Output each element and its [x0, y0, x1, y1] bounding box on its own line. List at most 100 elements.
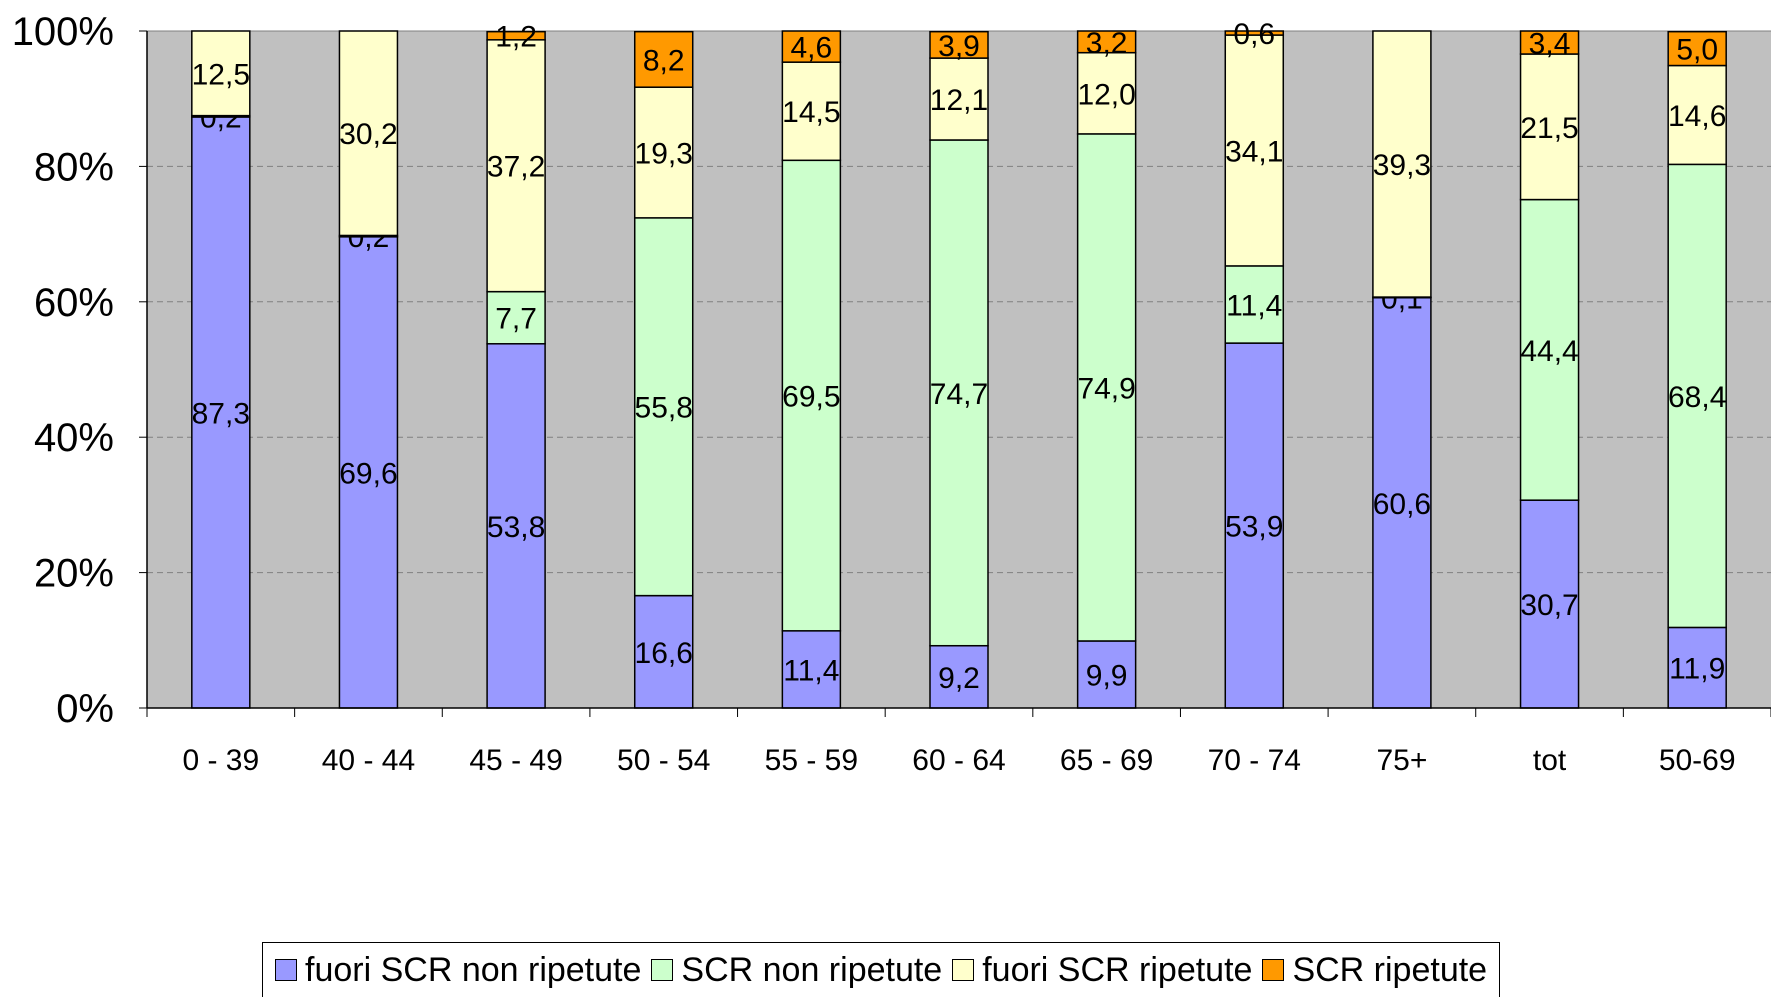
- y-tick-label: 40%: [34, 416, 114, 460]
- data-label: 39,3: [1373, 149, 1431, 182]
- data-label: 3,2: [1086, 27, 1128, 60]
- legend: fuori SCR non ripetute SCR non ripetute …: [262, 942, 1501, 997]
- data-label: 60,6: [1373, 488, 1431, 521]
- y-tick-label: 80%: [34, 145, 114, 189]
- bar-segment: [1519, 499, 1580, 709]
- legend-swatch: [952, 959, 975, 981]
- bar-segment: [929, 30, 989, 59]
- x-tick-label: 0 - 39: [182, 744, 259, 777]
- data-label: 7,7: [495, 303, 537, 336]
- bar-segment: [486, 39, 546, 293]
- bar-segment: [781, 61, 842, 162]
- data-label: 87,3: [192, 397, 250, 430]
- legend-label: fuori SCR ripetute: [982, 950, 1253, 989]
- bar-segment: [633, 217, 694, 597]
- x-tick-label: 65 - 69: [1060, 744, 1153, 777]
- data-label: 11,4: [783, 654, 839, 687]
- data-label: 53,8: [487, 511, 545, 544]
- data-label: 11,9: [1669, 653, 1725, 686]
- data-label: 14,5: [782, 96, 840, 129]
- bar-segment: [929, 57, 989, 141]
- bar-segment: [633, 86, 694, 219]
- bar-segment: [1076, 30, 1137, 54]
- bar-segment: [1519, 198, 1580, 501]
- x-tick-label: 75+: [1376, 744, 1427, 777]
- bar-segment: [929, 139, 989, 647]
- bar-segment: [1224, 342, 1285, 709]
- data-label: 37,2: [487, 151, 545, 184]
- data-label: 5,0: [1676, 34, 1718, 67]
- bar-segment: [781, 30, 842, 63]
- data-label: 16,6: [635, 637, 693, 670]
- bar-segment: [191, 116, 251, 709]
- legend-label: fuori SCR non ripetute: [305, 950, 642, 989]
- bar-segment: [1667, 64, 1727, 166]
- x-tick-label: 50-69: [1659, 744, 1736, 777]
- x-tick-label: 45 - 49: [469, 744, 562, 777]
- data-label: 74,9: [1077, 372, 1135, 405]
- data-label: 12,1: [930, 84, 988, 117]
- data-label: 11,4: [1226, 290, 1282, 323]
- data-label: 4,6: [791, 32, 833, 65]
- bar-segment: [338, 30, 399, 237]
- x-tick-label: 40 - 44: [322, 744, 415, 777]
- legend-item-scr-non-ripetute: SCR non ripetute: [651, 951, 942, 990]
- y-tick-label: 100%: [12, 10, 114, 54]
- bar-segment: [1076, 133, 1137, 642]
- data-label: 12,0: [1077, 78, 1135, 111]
- bar-segment: [1224, 30, 1285, 36]
- bar-segment: [191, 30, 251, 117]
- y-tick-label: 0%: [56, 687, 114, 731]
- bar-segment: [781, 159, 842, 632]
- data-label: 30,7: [1520, 589, 1578, 622]
- data-label: 14,6: [1668, 100, 1726, 133]
- data-label: 30,2: [339, 118, 397, 151]
- bar-segment: [633, 594, 694, 709]
- x-tick-label: tot: [1533, 744, 1567, 777]
- data-label: 74,7: [930, 378, 988, 411]
- data-label: 12,5: [192, 58, 250, 91]
- legend-label: SCR ripetute: [1292, 950, 1488, 989]
- data-label: 1,2: [495, 21, 537, 54]
- bar-segment: [1224, 34, 1285, 267]
- data-label: 9,2: [938, 662, 980, 695]
- bar-segment: [1076, 51, 1137, 135]
- bar-segment: [929, 644, 989, 709]
- x-tick-label: 50 - 54: [617, 744, 710, 777]
- data-label: 34,1: [1225, 135, 1283, 168]
- legend-label: SCR non ripetute: [681, 950, 943, 989]
- data-label: 3,4: [1529, 28, 1571, 61]
- x-tick-label: 70 - 74: [1208, 744, 1301, 777]
- data-label: 3,9: [938, 30, 980, 63]
- data-label: 55,8: [635, 392, 693, 425]
- bar-segment: [1519, 53, 1580, 201]
- legend-swatch: [651, 959, 674, 981]
- x-tick-label: 55 - 59: [765, 744, 858, 777]
- y-tick-label: 60%: [34, 281, 114, 325]
- bar-segment: [486, 30, 546, 41]
- y-tick-label: 20%: [34, 552, 114, 596]
- bar-segment: [1519, 30, 1580, 55]
- bar-segment: [1667, 626, 1727, 709]
- data-label: 69,5: [782, 381, 840, 414]
- data-label: 44,4: [1520, 335, 1578, 368]
- data-label: 68,4: [1668, 381, 1726, 414]
- legend-item-fuori-scr-non-ripetute: fuori SCR non ripetute: [275, 951, 641, 990]
- bar-segment: [633, 30, 694, 88]
- data-label: 53,9: [1225, 511, 1283, 544]
- plot-area: 0%20%40%60%80%100%87,30,212,50 - 3969,60…: [12, 10, 1771, 777]
- bar-segment: [1076, 640, 1137, 709]
- data-label: 69,6: [339, 457, 397, 490]
- bar-segment: [486, 290, 546, 345]
- bar-segment: [1372, 30, 1432, 298]
- legend-swatch: [1262, 959, 1285, 981]
- data-label: 21,5: [1520, 112, 1578, 145]
- legend-item-fuori-scr-ripetute: fuori SCR ripetute: [952, 951, 1252, 990]
- legend-item-scr-ripetute: SCR ripetute: [1262, 951, 1487, 990]
- data-label: 0,6: [1233, 18, 1275, 51]
- data-label: 9,9: [1086, 659, 1128, 692]
- bar-segment: [338, 236, 399, 709]
- legend-swatch: [275, 959, 297, 981]
- bar-segment: [1667, 30, 1727, 67]
